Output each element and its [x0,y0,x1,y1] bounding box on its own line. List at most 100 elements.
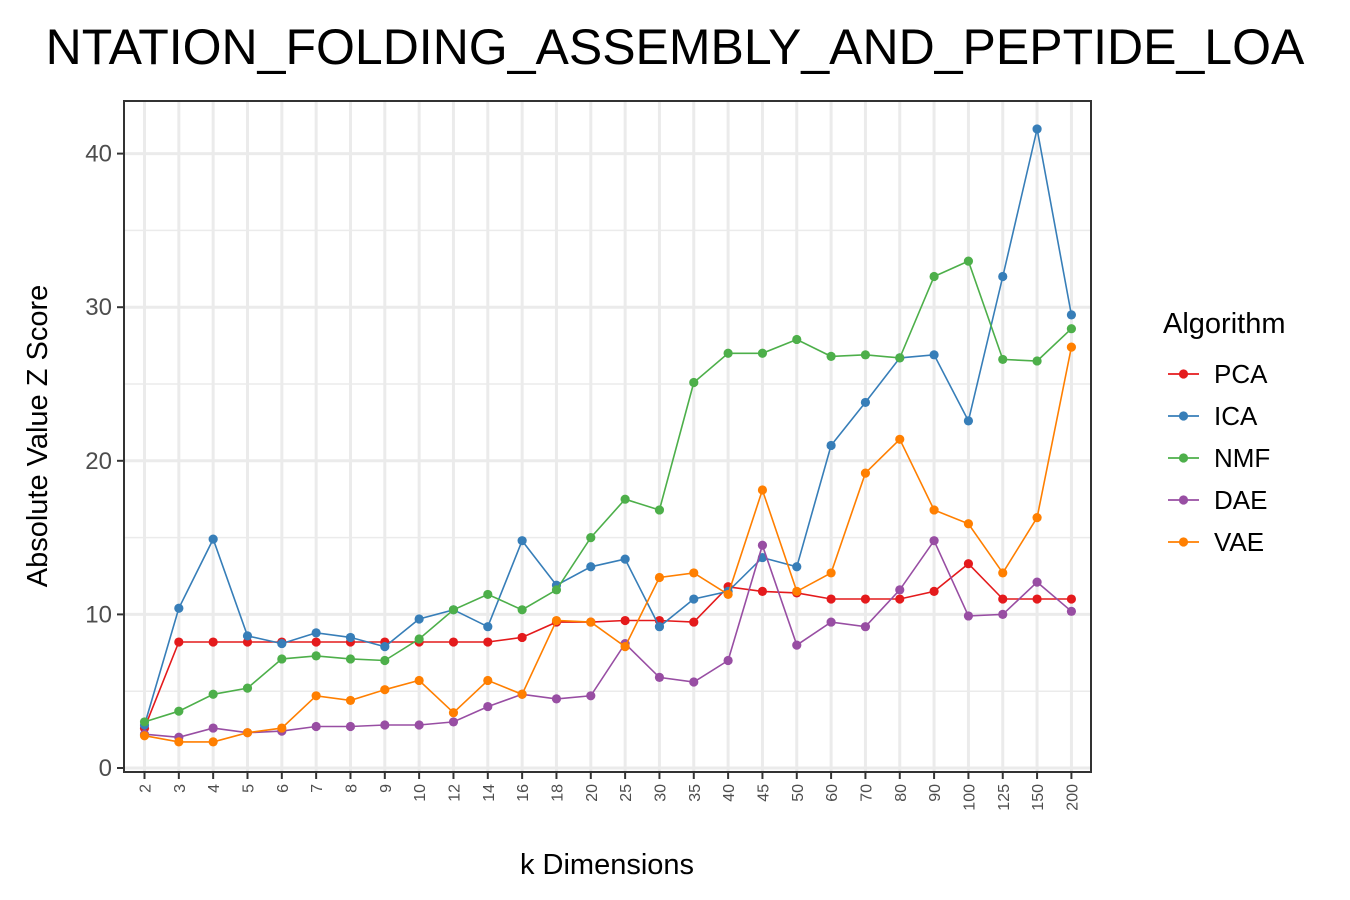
data-point-dae [757,540,768,550]
data-point-vae [620,642,630,652]
x-tick-label: 14 [481,784,498,802]
data-point-ica [998,271,1008,282]
data-point-dae [551,694,562,704]
data-point-vae [277,723,287,733]
minor-gridlines [124,229,1091,692]
data-point-pca [689,617,699,627]
x-tick-label: 35 [687,784,704,802]
data-point-ica [483,622,493,632]
data-point-vae [380,685,390,695]
data-point-dae [654,672,665,682]
x-tick-label: 100 [961,784,978,811]
data-point-ica [654,622,665,632]
plot-border [123,100,1092,773]
series-line-vae [144,346,1073,743]
legend-item-vae: VAE [1168,527,1264,557]
x-tick-label: 2 [138,784,155,793]
data-point-vae [963,519,974,529]
data-point-ica [380,642,390,652]
data-point-vae [414,675,424,686]
data-point-vae [517,689,527,699]
data-point-ica [242,631,253,641]
x-tick-label: 30 [652,784,669,802]
data-point-pca [174,637,184,647]
x-tick-label: 12 [446,784,463,802]
data-point-vae [654,572,665,583]
data-point-dae [723,655,733,666]
data-point-nmf [517,605,527,615]
x-tick-label: 6 [275,784,292,793]
data-point-dae [311,721,321,732]
data-point-dae [586,691,596,701]
data-point-pca [860,594,871,604]
x-axis: 2 3 4 5 6 7 8 9 10 12 14 16 18 20 25 30 35 40 45 50 60 70 80 90… [138,772,1081,811]
data-point-ica [860,397,871,408]
data-point-dae [792,640,802,650]
legend-label: NMF [1214,443,1270,473]
data-point-nmf [826,351,836,361]
x-tick-label: 7 [309,784,326,793]
legend-item-dae: DAE [1168,485,1267,515]
data-point-nmf [620,494,630,504]
data-point-vae [929,505,939,515]
data-point-vae [448,708,459,718]
legend-key-point [1178,537,1189,547]
data-point-nmf [757,348,768,358]
data-point-vae [757,485,768,495]
data-point-ica [311,628,321,638]
data-point-nmf [483,589,493,600]
y-tick-label: 0 [99,755,112,782]
x-tick-label: 18 [549,784,566,802]
data-point-vae [551,615,562,626]
data-point-dae [380,720,390,730]
series-dae [139,536,1077,742]
data-point-nmf [586,533,596,543]
data-point-pca [620,615,630,626]
data-point-nmf [654,505,665,515]
data-point-pca [448,637,459,647]
data-point-vae [311,691,321,701]
x-tick-label: 60 [824,784,841,802]
series-line-ica [143,128,1073,726]
legend-item-nmf: NMF [1168,443,1270,473]
data-point-dae [483,701,493,712]
data-point-vae [208,737,218,747]
data-point-ica [826,440,836,451]
y-axis-title: Absolute Value Z Score [22,285,54,588]
data-point-dae [1066,606,1077,616]
data-point-pca [826,594,836,604]
data-point-pca [757,586,768,596]
data-point-dae [1032,577,1042,587]
series-nmf [139,256,1077,727]
data-point-ica [620,554,630,564]
data-point-dae [448,717,459,727]
series-line-dae [144,539,1072,739]
legend-label: ICA [1214,401,1258,431]
data-point-vae [174,737,184,747]
data-point-dae [998,609,1008,620]
x-tick-label: 50 [790,784,807,802]
legend-key-point [1178,495,1189,505]
x-tick-label: 20 [584,784,601,802]
data-point-pca [483,637,493,647]
x-tick-label: 125 [996,784,1013,811]
x-tick-label: 8 [343,784,360,793]
data-point-dae [929,536,939,546]
x-tick-label: 80 [893,784,910,802]
data-point-dae [826,617,836,627]
x-tick-label: 16 [515,784,532,802]
data-point-nmf [792,334,802,345]
data-point-pca [1032,594,1042,604]
x-tick-label: 9 [378,784,395,793]
y-tick-label: 40 [85,141,112,168]
data-point-vae [792,586,802,596]
data-point-dae [860,622,871,632]
legend-key-point [1178,369,1189,379]
legend-key-point [1178,453,1189,463]
legend-label: VAE [1214,527,1264,557]
x-tick-label: 3 [172,784,189,793]
data-point-ica [792,562,802,572]
data-point-vae [1032,513,1042,523]
data-point-ica [1066,310,1077,320]
data-point-ica [345,632,356,643]
